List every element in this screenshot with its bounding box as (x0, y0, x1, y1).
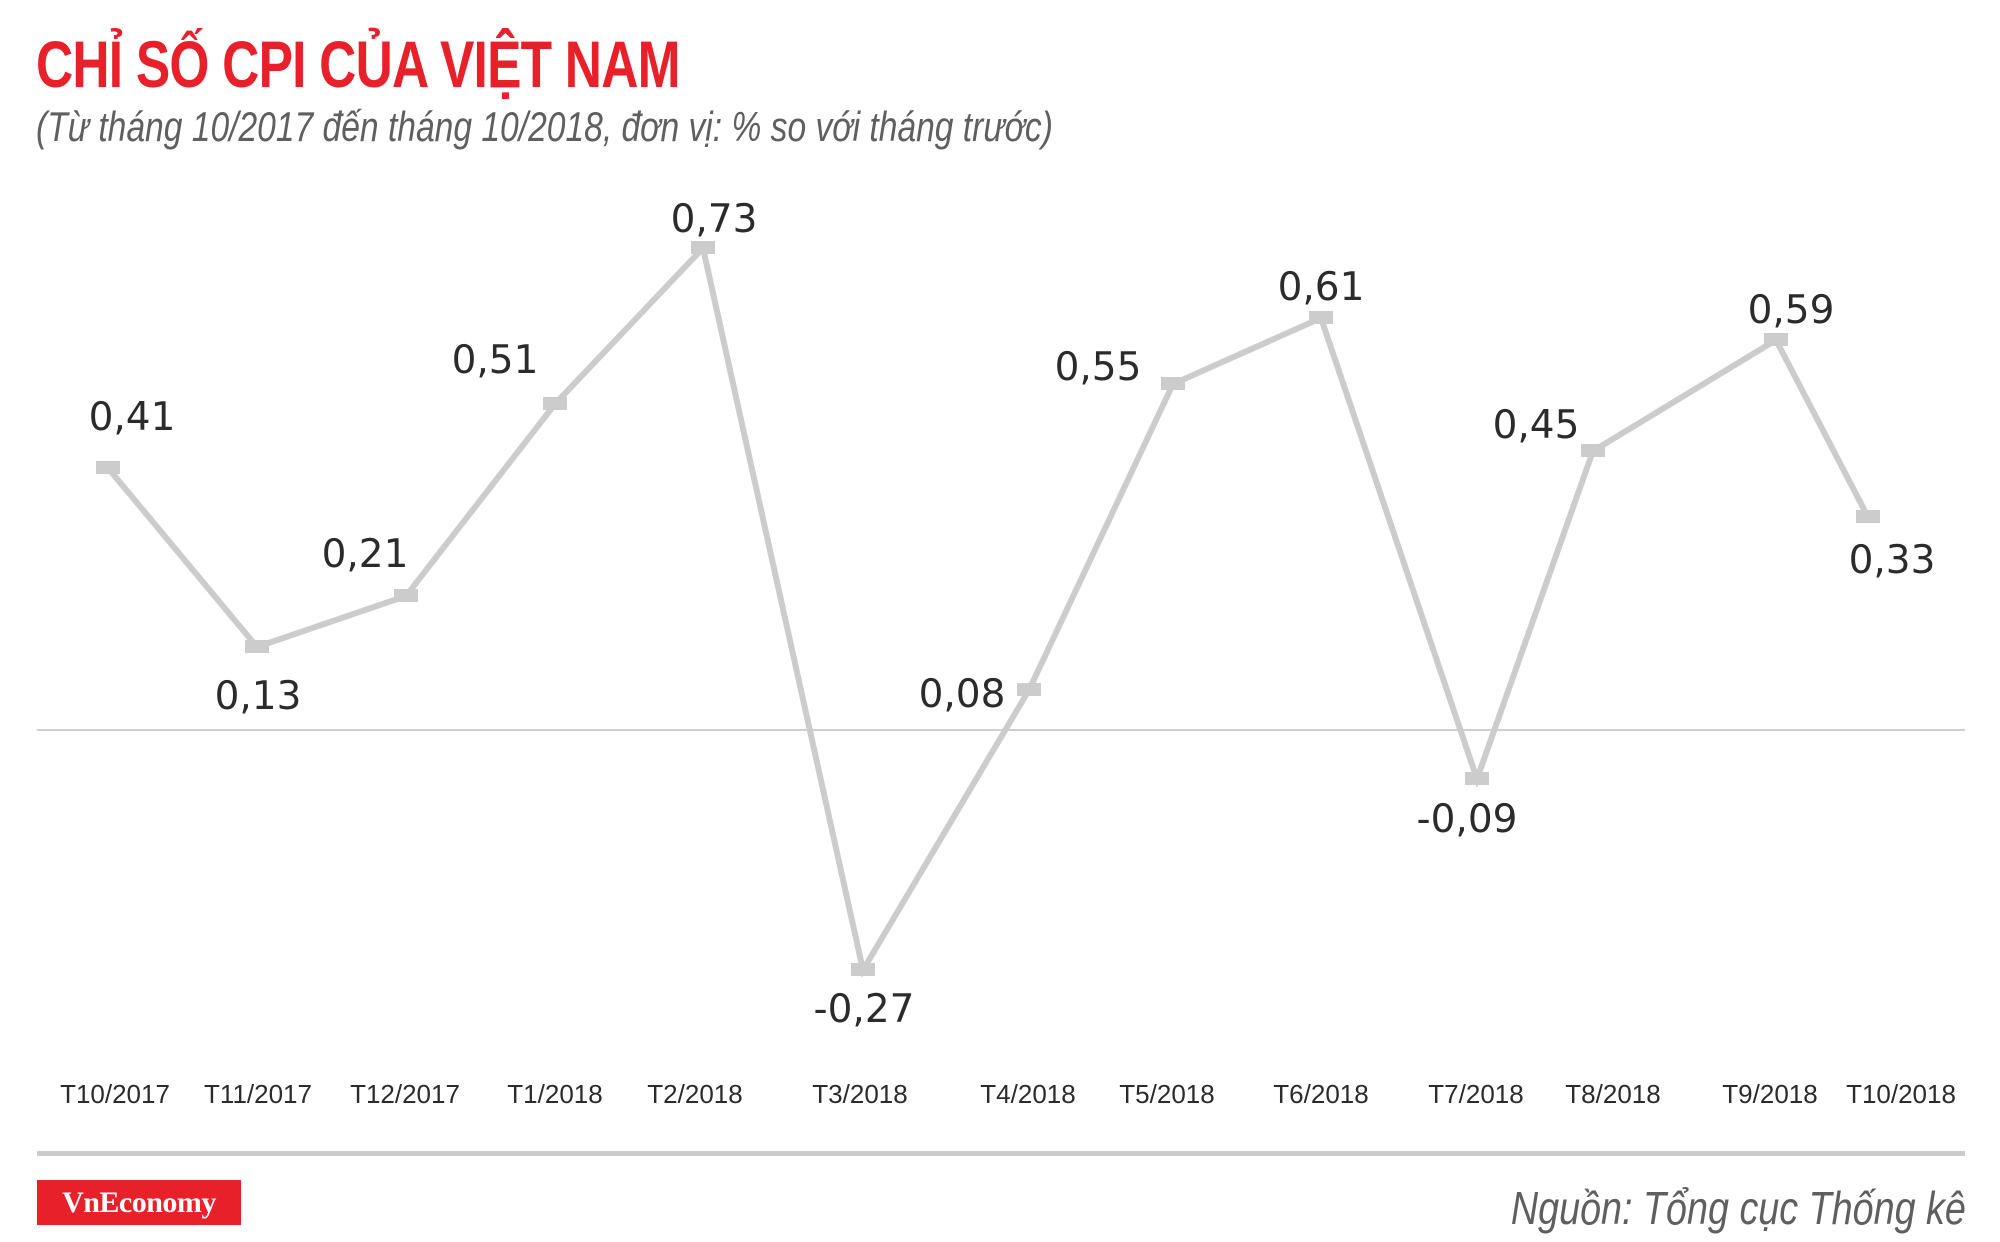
x-axis-labels: T10/2017 T11/2017 T12/2017 T1/2018 T2/2018 T3… (60, 1079, 1956, 1109)
data-point-marker (1465, 772, 1489, 785)
data-point-labels: 0,41 0,13 0,21 0,51 0,73 -0,27 0,08 0,55 0,61 -0,… (89, 197, 1936, 1032)
x-axis-label: T5/2018 (1119, 1079, 1214, 1109)
data-point-marker (691, 241, 715, 254)
x-axis-label: T12/2017 (350, 1079, 460, 1109)
x-axis-label: T6/2018 (1273, 1079, 1368, 1109)
data-point-marker (1581, 444, 1605, 457)
data-point-marker (394, 589, 418, 602)
data-point-marker (851, 963, 875, 976)
data-point-marker (1161, 377, 1185, 390)
data-point-label: -0,09 (1417, 797, 1518, 842)
data-point-label: 0,13 (215, 674, 302, 719)
cpi-series-line (105, 241, 1871, 979)
vneconomy-logo: VnEconomy (37, 1180, 241, 1225)
x-axis-label: T4/2018 (980, 1079, 1075, 1109)
x-axis-label: T7/2018 (1428, 1079, 1523, 1109)
source-note: Nguồn: Tổng cục Thống kê (1510, 1182, 1966, 1234)
data-point-label: 0,08 (919, 672, 1006, 717)
data-point-label: 0,51 (452, 338, 539, 383)
x-axis-label: T11/2017 (204, 1079, 312, 1109)
data-point-marker (1017, 683, 1041, 696)
x-axis-label: T3/2018 (812, 1079, 907, 1109)
data-point-marker (1764, 333, 1788, 346)
data-point-marker (96, 461, 120, 474)
data-point-label: -0,27 (814, 987, 915, 1032)
data-point-label: 0,45 (1493, 403, 1580, 448)
data-point-label: 0,55 (1055, 345, 1142, 390)
x-axis-label: T10/2018 (1846, 1079, 1956, 1109)
chart-title: CHỈ SỐ CPI CỦA VIỆT NAM (36, 27, 680, 101)
data-point-label: 0,61 (1278, 265, 1365, 310)
data-point-label: 0,33 (1849, 538, 1936, 583)
x-axis-label: T10/2017 (60, 1079, 170, 1109)
data-point-label: 0,59 (1748, 288, 1835, 333)
footer-divider (37, 1151, 1965, 1156)
logo-text: VnEconomy (62, 1185, 216, 1219)
chart-subtitle: (Từ tháng 10/2017 đến tháng 10/2018, đơn… (36, 103, 1053, 150)
data-point-label: 0,41 (89, 395, 176, 440)
data-point-marker (1309, 311, 1333, 324)
data-point-markers (96, 241, 1880, 976)
x-axis-label: T9/2018 (1722, 1079, 1817, 1109)
data-point-label: 0,21 (322, 532, 409, 577)
x-axis-label: T2/2018 (647, 1079, 742, 1109)
data-point-label: 0,73 (671, 197, 758, 242)
x-axis-label: T8/2018 (1565, 1079, 1660, 1109)
data-point-marker (543, 397, 567, 410)
data-point-marker (1856, 510, 1880, 523)
data-point-marker (245, 640, 269, 653)
x-axis-label: T1/2018 (507, 1079, 602, 1109)
